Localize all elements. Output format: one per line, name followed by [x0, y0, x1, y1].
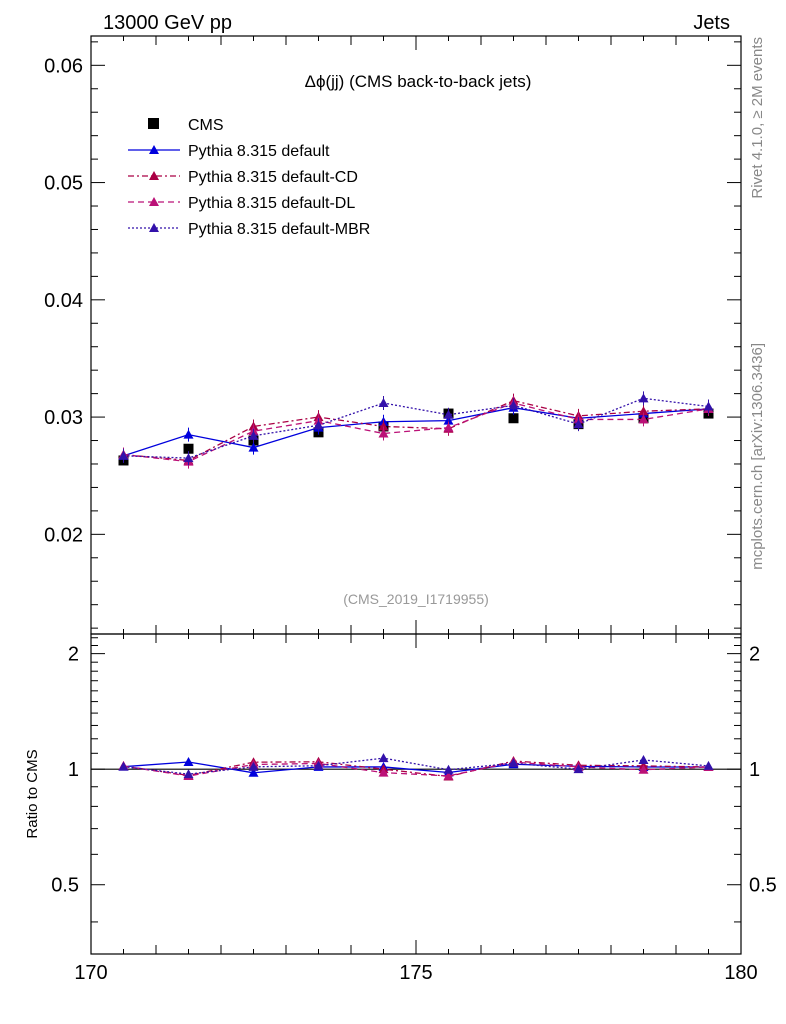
series-line-3 — [123, 402, 709, 463]
legend-marker-2 — [149, 171, 159, 180]
ratio-tick-label-right: 2 — [749, 644, 760, 666]
side-text-bottom: mcplots.cern.ch [arXiv:1306.3436] — [749, 343, 766, 570]
header-right: Jets — [693, 12, 730, 34]
ratio-point-1 — [183, 757, 194, 767]
ratio-point-3 — [378, 767, 389, 777]
series-point-3 — [378, 428, 389, 438]
ratio-tick-label: 1 — [68, 759, 79, 781]
series-point-4 — [183, 453, 194, 463]
series-line-4 — [123, 397, 709, 459]
series-layer — [118, 391, 714, 469]
series-point-4 — [508, 400, 519, 410]
ratio-point-4 — [183, 769, 194, 779]
y-tick-label: 0.02 — [44, 524, 83, 546]
x-tick-label: 175 — [399, 962, 432, 984]
ratio-tick-label: 0.5 — [51, 875, 79, 897]
series-point-4 — [313, 420, 324, 430]
series-point-2 — [638, 406, 649, 416]
ratio-series-layer — [118, 753, 714, 781]
series-point-4 — [443, 409, 454, 419]
ratio-tick-label-right: 0.5 — [749, 875, 777, 897]
legend-label-0: CMS — [188, 117, 224, 134]
header-left: 13000 GeV pp — [103, 12, 232, 34]
series-point-4 — [703, 401, 714, 411]
series-point-1 — [248, 442, 259, 452]
cms-data-point — [508, 413, 519, 424]
ratio-point-4 — [508, 758, 519, 768]
series-point-3 — [443, 422, 454, 432]
ratio-point-4 — [378, 753, 389, 763]
series-point-3 — [638, 414, 649, 424]
ratio-point-4 — [638, 754, 649, 764]
ratio-tick-label-right: 1 — [749, 759, 760, 781]
side-text-top: Rivet 4.1.0, ≥ 2M events — [749, 37, 766, 199]
series-point-4 — [118, 450, 129, 460]
ratio-point-4 — [118, 761, 129, 771]
legend-label-2: Pythia 8.315 default-CD — [188, 169, 358, 186]
series-line-1 — [123, 407, 709, 457]
ratio-point-4 — [443, 764, 454, 774]
legend: CMS Pythia 8.315 default Pythia 8.315 defa… — [128, 117, 370, 238]
legend-label-3: Pythia 8.315 default-DL — [188, 195, 355, 212]
ratio-point-4 — [313, 760, 324, 770]
series-point-4 — [573, 419, 584, 429]
chart-title: Δϕ(jj) (CMS back-to-back jets) — [305, 72, 532, 91]
ratio-point-4 — [573, 764, 584, 774]
x-tick-label: 170 — [74, 962, 107, 984]
ratio-point-4 — [248, 761, 259, 771]
cms-data-point — [183, 443, 194, 454]
y-tick-label: 0.03 — [44, 407, 83, 429]
legend-marker-4 — [149, 223, 159, 232]
ticks-layer: 170 175 180 0.02 0.03 0.04 0.05 0.06 0.5 0.5 1 1 2 2 — [44, 36, 777, 984]
ratio-point-3 — [638, 764, 649, 774]
ratio-line-2 — [123, 760, 709, 778]
ratio-tick-label: 2 — [68, 644, 79, 666]
y-tick-label: 0.06 — [44, 55, 83, 77]
legend-marker-cms — [148, 118, 159, 129]
ratio-point-3 — [443, 770, 454, 780]
y-tick-label: 0.04 — [44, 290, 83, 312]
ratio-point-1 — [248, 767, 259, 777]
ratio-point-4 — [703, 760, 714, 770]
legend-marker-1 — [149, 145, 159, 154]
series-point-2 — [378, 421, 389, 431]
series-point-4 — [638, 393, 649, 403]
ratio-line-3 — [123, 761, 709, 777]
series-point-4 — [248, 430, 259, 440]
watermark: (CMS_2019_I1719955) — [343, 591, 489, 607]
ratio-plot-frame — [90, 633, 742, 955]
legend-marker-3 — [149, 197, 159, 206]
legend-label-4: Pythia 8.315 default-MBR — [188, 221, 370, 238]
y-tick-label: 0.05 — [44, 173, 83, 195]
legend-label-1: Pythia 8.315 default — [188, 143, 330, 160]
series-point-1 — [183, 429, 194, 439]
ratio-ylabel: Ratio to CMS — [24, 749, 41, 838]
series-line-2 — [123, 399, 709, 462]
x-tick-label: 180 — [724, 962, 757, 984]
ratio-line-1 — [123, 761, 709, 774]
series-point-4 — [378, 398, 389, 408]
